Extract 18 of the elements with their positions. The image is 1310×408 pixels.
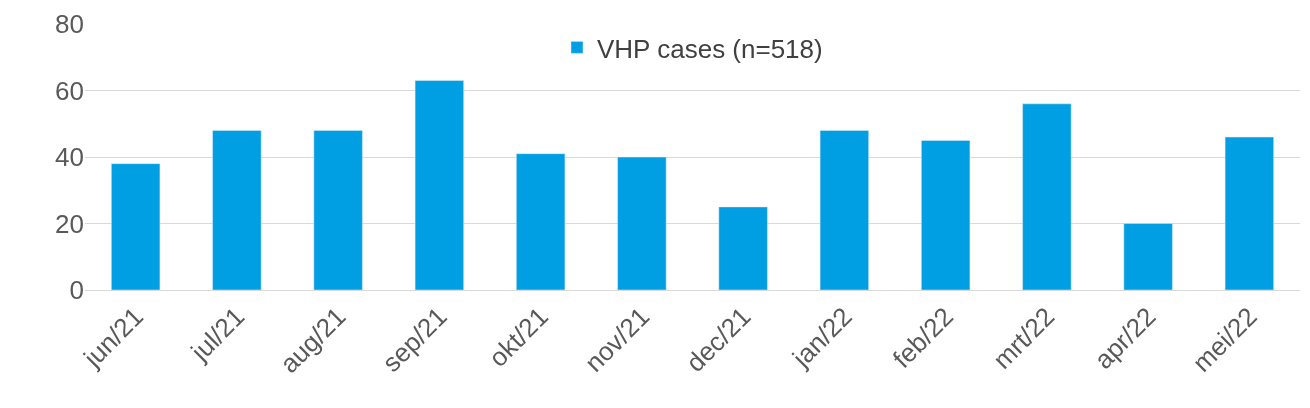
bar bbox=[617, 156, 667, 290]
bar bbox=[1224, 136, 1274, 290]
bar bbox=[921, 140, 971, 290]
y-tick-label: 80 bbox=[55, 9, 84, 40]
y-tick-label: 20 bbox=[55, 208, 84, 239]
y-tick-label: 40 bbox=[55, 142, 84, 173]
bar bbox=[819, 130, 869, 290]
bar bbox=[313, 130, 363, 290]
y-tick-label: 0 bbox=[69, 275, 84, 306]
bar bbox=[111, 163, 161, 290]
bar bbox=[516, 153, 566, 290]
bar bbox=[414, 80, 464, 290]
bar bbox=[212, 130, 262, 290]
y-tick-label: 60 bbox=[55, 75, 84, 106]
legend-label: VHP cases (n=518) bbox=[597, 33, 823, 64]
bar bbox=[718, 206, 768, 290]
bar bbox=[1022, 103, 1072, 290]
bar bbox=[1123, 223, 1173, 290]
